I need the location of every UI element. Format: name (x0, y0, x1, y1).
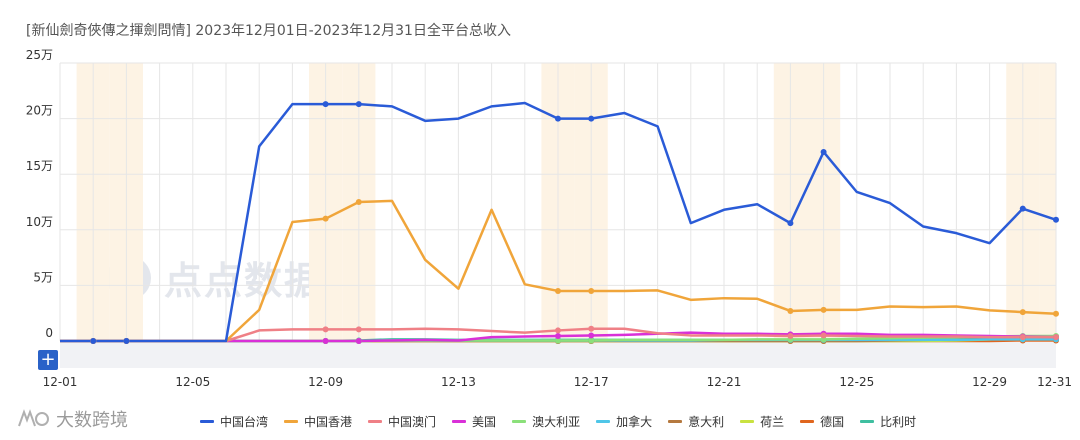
x-tick-label: 12-13 (441, 375, 476, 389)
data-point (1019, 334, 1026, 341)
legend-swatch (284, 419, 299, 423)
y-tick-label: 0 (45, 326, 53, 340)
revenue-line-chart: 0 5万 10万 15万 20万 25万 12-01 12-05 12-09 12-13 12-1… (26, 48, 1072, 389)
watermark-text: 点点数据 (164, 259, 325, 303)
data-point (123, 338, 130, 344)
legend-swatch (452, 419, 467, 423)
legend-item[interactable]: 荷兰 (740, 413, 784, 430)
x-tick-label: 12-01 (43, 375, 78, 389)
legend-swatch (596, 419, 611, 423)
data-point (588, 325, 595, 332)
x-tick-label: 12-25 (839, 375, 874, 389)
data-point (355, 101, 362, 108)
data-point (322, 326, 329, 333)
legend-swatch (668, 419, 683, 423)
legend-label: 中国澳门 (388, 414, 437, 429)
data-point (1019, 309, 1026, 316)
data-point (322, 338, 329, 344)
dashu-logo-icon (18, 409, 49, 427)
data-point (820, 148, 827, 155)
data-point (588, 115, 595, 122)
legend-swatch (368, 419, 383, 423)
legend-item[interactable]: 中国台湾 (200, 413, 268, 430)
y-tick-label: 15万 (26, 159, 53, 173)
data-point (555, 332, 561, 339)
legend-swatch (512, 419, 527, 423)
legend-label: 德国 (820, 414, 845, 429)
y-tick-label: 5万 (33, 270, 53, 284)
legend-item[interactable]: 德国 (800, 413, 844, 430)
legend-item[interactable]: 中国澳门 (368, 413, 436, 430)
y-tick-label: 10万 (26, 215, 53, 229)
x-axis: 12-01 12-05 12-09 12-13 12-17 12-21 12-25 12-29… (43, 375, 1072, 389)
data-point (588, 332, 595, 339)
chart-legend: 中国台湾 中国香港 中国澳门 美国 澳大利亚 加拿大 意大利 荷兰 德国 比利时 (200, 412, 932, 430)
legend-label: 意大利 (688, 414, 725, 429)
legend-label: 澳大利亚 (532, 414, 581, 429)
data-point (322, 215, 329, 222)
legend-label: 中国台湾 (220, 414, 269, 429)
legend-item[interactable]: 美国 (452, 413, 496, 430)
x-tick-label: 12-21 (707, 375, 742, 389)
legend-swatch (200, 419, 214, 423)
legend-item[interactable]: 比利时 (860, 413, 916, 430)
data-point (555, 337, 561, 344)
data-point (820, 306, 827, 313)
data-point (555, 287, 561, 294)
legend-swatch (740, 419, 755, 423)
slider-track[interactable] (60, 342, 1056, 368)
data-point (1053, 334, 1059, 341)
y-axis: 0 5万 10万 15万 20万 25万 (26, 48, 53, 340)
legend-label: 比利时 (880, 414, 917, 429)
data-point (787, 307, 794, 314)
data-point (787, 332, 794, 339)
legend-item[interactable]: 中国香港 (284, 413, 352, 430)
data-point (90, 338, 97, 344)
data-point (355, 199, 362, 205)
legend-label: 中国香港 (304, 414, 353, 429)
data-point (588, 287, 595, 294)
legend-swatch (860, 419, 875, 423)
y-tick-label: 25万 (26, 48, 53, 62)
page-title: [新仙劍奇俠傳之揮劍問情] 2023年12月01日-2023年12月31日全平台… (26, 23, 511, 39)
data-point (355, 326, 362, 333)
legend-item[interactable]: 加拿大 (596, 413, 652, 430)
data-point (1053, 216, 1059, 223)
data-point (555, 115, 561, 122)
legend-label: 荷兰 (760, 414, 785, 429)
legend-swatch (800, 419, 815, 423)
data-point (787, 220, 794, 227)
x-tick-label: 12-17 (574, 375, 609, 389)
legend-label: 美国 (472, 414, 497, 429)
weekend-band (1039, 63, 1056, 341)
x-tick-label: 12-29 (972, 375, 1007, 389)
zoom-button[interactable]: + (38, 350, 58, 370)
legend-item[interactable]: 澳大利亚 (512, 413, 580, 430)
x-tick-label: 12-09 (308, 375, 343, 389)
series-lines (60, 101, 1059, 344)
x-tick-label: 12-31 (1037, 375, 1072, 389)
data-point (322, 101, 329, 108)
data-point (1019, 205, 1026, 212)
data-point (555, 327, 561, 334)
data-point (355, 338, 362, 344)
data-point (1053, 310, 1059, 317)
brand-text: 大数跨境 (56, 410, 128, 431)
x-tick-label: 12-05 (175, 375, 210, 389)
legend-label: 加拿大 (616, 414, 653, 429)
y-tick-label: 20万 (26, 104, 53, 118)
legend-item[interactable]: 意大利 (668, 413, 724, 430)
zoom-slider (60, 342, 1056, 368)
data-point (820, 332, 827, 339)
brand: 大数跨境 (16, 406, 128, 432)
plus-icon: + (40, 349, 56, 370)
data-point (588, 337, 595, 344)
weekend-bands (76, 63, 1056, 341)
chart-grid (59, 62, 1057, 342)
